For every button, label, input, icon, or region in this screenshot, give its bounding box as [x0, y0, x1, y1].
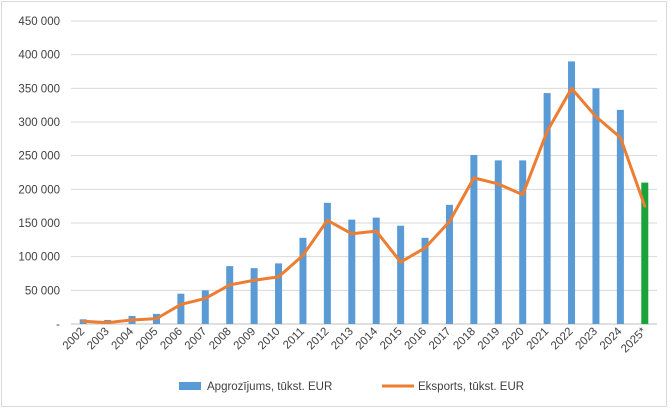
x-tick-label: 2002	[61, 326, 88, 353]
x-tick-label: 2014	[354, 325, 381, 352]
bar	[568, 61, 576, 325]
y-tick-label: 100 000	[18, 252, 60, 264]
y-tick-label: 200 000	[18, 184, 60, 196]
y-tick-label: 400 000	[18, 50, 60, 62]
axes: - 50 000 100 000 150 000 200 000 250 000 300 0…	[18, 16, 649, 355]
y-tick-label: 300 000	[18, 117, 60, 129]
x-tick-label: 2007	[183, 326, 210, 353]
bar	[470, 154, 478, 324]
bar	[445, 204, 453, 324]
x-tick-label: 2025*	[619, 325, 649, 355]
y-tick-label: 450 000	[18, 16, 60, 28]
x-tick-label: 2005	[134, 326, 161, 353]
x-tick-label: 2010	[256, 326, 283, 353]
bar	[226, 266, 234, 324]
bar	[592, 88, 600, 324]
x-tick-label: 2020	[500, 326, 527, 353]
legend-label-bars: Apgrozījums, tūkst. EUR	[207, 381, 332, 393]
x-tick-label: 2016	[403, 326, 430, 353]
bar	[201, 290, 209, 324]
x-tick-label: 2006	[158, 326, 185, 353]
bar	[616, 109, 624, 324]
x-tick-label: 2013	[329, 326, 356, 353]
y-tick-label: 150 000	[18, 218, 60, 230]
bar	[348, 219, 356, 324]
y-tick-label: 50 000	[25, 285, 60, 297]
bar	[519, 160, 527, 324]
x-tick-label: 2004	[110, 325, 137, 352]
x-tick-label: 2015	[378, 326, 405, 353]
x-tick-label: 2009	[232, 326, 259, 353]
x-tick-label: 2021	[525, 326, 552, 353]
x-tick-label: 2011	[281, 326, 307, 352]
y-tick-label: -	[56, 319, 60, 331]
bar	[372, 217, 380, 324]
y-tick-label: 250 000	[18, 151, 60, 163]
bar	[250, 268, 258, 324]
bar	[641, 182, 649, 324]
gridlines	[71, 20, 657, 325]
line-series	[81, 86, 647, 325]
x-tick-label: 2019	[476, 326, 503, 353]
bar	[299, 237, 307, 324]
bar	[323, 202, 331, 324]
legend: Apgrozījums, tūkst. EUR Eksports, tūkst. …	[179, 381, 524, 393]
x-tick-label: 2018	[451, 326, 478, 353]
bar	[275, 263, 283, 324]
x-tick-label: 2008	[207, 326, 234, 353]
export-line	[81, 86, 647, 325]
x-tick-label: 2023	[573, 326, 600, 353]
x-tick-label: 2017	[427, 326, 454, 353]
bar	[421, 237, 429, 324]
bar	[397, 225, 405, 324]
bar	[543, 93, 551, 325]
y-tick-label: 350 000	[18, 83, 60, 95]
x-tick-label: 2022	[549, 326, 576, 353]
legend-label-line: Eksports, tūkst. EUR	[418, 381, 524, 393]
bar	[177, 293, 185, 324]
legend-swatch-bars	[179, 382, 201, 390]
x-tick-label: 2003	[85, 326, 112, 353]
bar	[494, 160, 502, 324]
x-tick-label: 2012	[305, 326, 332, 353]
